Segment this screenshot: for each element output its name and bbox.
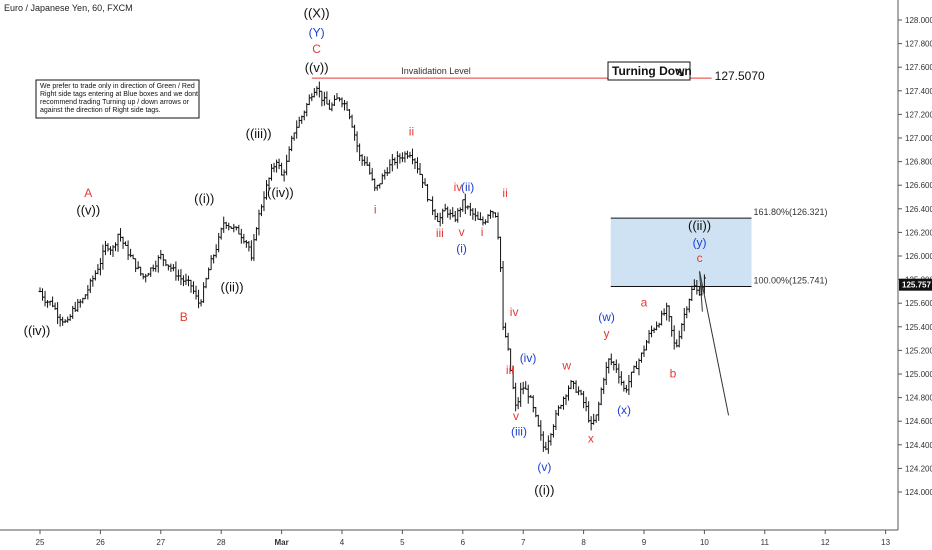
turning-down-label: Turning Down — [612, 64, 692, 78]
x-tick-label: 12 — [821, 538, 830, 547]
wave-label-black: ((i)) — [194, 191, 214, 206]
y-tick-label: 124.200 — [905, 464, 932, 473]
y-tick-label: 127.000 — [905, 134, 932, 143]
chart-title: Euro / Japanese Yen, 60, FXCM — [4, 3, 133, 13]
blue-box-zone — [610, 218, 752, 287]
fib-161-label: 161.80%(126.321) — [754, 207, 828, 217]
note-line-3: recommend trading Turning up / down arro… — [40, 99, 190, 106]
wave-label-red: B — [180, 310, 188, 324]
arrow-down-right-icon: ↘ — [675, 65, 685, 79]
wave-label-blue: (v) — [537, 460, 551, 474]
y-tick-label: 128.000 — [905, 16, 932, 25]
x-tick-label: 5 — [400, 538, 405, 547]
y-tick-label: 124.800 — [905, 394, 932, 403]
x-tick-label: 6 — [461, 538, 466, 547]
x-tick-label: 27 — [156, 538, 165, 547]
wave-label-blue: (ii) — [461, 180, 474, 194]
y-tick-label: 127.400 — [905, 87, 932, 96]
wave-label-black: ((iv)) — [24, 323, 51, 338]
y-tick-label: 124.600 — [905, 417, 932, 426]
x-tick-label: 7 — [521, 538, 526, 547]
wave-label-red: i — [481, 225, 484, 239]
wave-label-red: A — [84, 186, 92, 200]
wave-label-blue: (iv) — [520, 351, 537, 365]
y-tick-label: 125.200 — [905, 346, 932, 355]
wave-label-red: w — [561, 358, 571, 372]
wave-label-red: x — [588, 431, 594, 445]
wave-label-red: iii — [436, 226, 444, 240]
y-tick-label: 124.000 — [905, 488, 932, 497]
wave-label-black: ((iv)) — [267, 185, 294, 200]
x-tick-label: 9 — [642, 538, 647, 547]
y-tick-label: 125.600 — [905, 299, 932, 308]
wave-label-red: iii — [506, 363, 514, 377]
projection-line-up — [699, 271, 703, 312]
note-line-4: against the direction of Right side tags… — [40, 107, 161, 114]
invalidation-label: Invalidation Level — [401, 66, 471, 76]
note-line-2: Right side tags entering at Blue boxes a… — [40, 91, 198, 98]
y-tick-label: 126.600 — [905, 181, 932, 190]
y-tick-label: 126.400 — [905, 205, 932, 214]
last-price-tag: 125.757 — [899, 278, 932, 291]
wave-label-red: C — [312, 42, 321, 56]
wave-label-blue: (x) — [617, 403, 631, 417]
wave-label-black: ((i)) — [534, 482, 554, 497]
x-tick-label: 10 — [700, 538, 709, 547]
wave-label-black: ((X)) — [304, 6, 330, 21]
wave-label-black: ((v)) — [76, 203, 100, 218]
y-tick-label: 127.800 — [905, 40, 932, 49]
y-tick-label: 127.600 — [905, 63, 932, 72]
x-tick-label: Mar — [274, 538, 288, 547]
wave-label-red: ii — [502, 186, 507, 200]
last-price-label: 125.757 — [902, 281, 931, 290]
y-tick-label: 127.200 — [905, 110, 932, 119]
wave-label-black: ((ii)) — [688, 218, 711, 233]
y-tick-label: 125.000 — [905, 370, 932, 379]
price-bars — [38, 81, 730, 454]
wave-labels: ((iv)) A ((v)) B ((i)) ((ii)) ((iii)) ((iv)) ((X… — [24, 6, 711, 498]
x-tick-label: 8 — [581, 538, 586, 547]
invalidation-price: 127.5070 — [715, 69, 765, 83]
wave-label-blue: (w) — [598, 310, 615, 324]
wave-label-red: i — [374, 203, 377, 217]
y-tick-label: 126.800 — [905, 158, 932, 167]
wave-label-red: v — [513, 409, 519, 423]
wave-label-blue: (i) — [456, 241, 467, 255]
wave-label-black: ((v)) — [305, 60, 329, 75]
wave-label-red: v — [459, 225, 465, 239]
y-tick-label: 126.200 — [905, 228, 932, 237]
x-tick-label: 4 — [340, 538, 345, 547]
note-line-1: We prefer to trade only in direction of … — [40, 83, 195, 90]
x-tick-label: 26 — [96, 538, 105, 547]
wave-label-red: c — [697, 251, 703, 265]
wave-label-red: y — [604, 326, 610, 340]
y-tick-label: 124.400 — [905, 441, 932, 450]
y-tick-label: 125.400 — [905, 323, 932, 332]
wave-label-black: ((ii)) — [221, 279, 244, 294]
x-tick-label: 28 — [217, 538, 226, 547]
disclaimer-note: We prefer to trade only in direction of … — [35, 79, 200, 119]
wave-label-blue: (iii) — [511, 424, 527, 438]
fib-100-label: 100.00%(125.741) — [754, 276, 828, 286]
x-axis: 25262728Mar456789101112131415 — [36, 530, 891, 547]
wave-label-red: iv — [510, 305, 519, 319]
wave-label-red: ii — [409, 125, 414, 139]
x-tick-label: 25 — [36, 538, 45, 547]
wave-label-black: ((iii)) — [246, 126, 272, 141]
wave-label-blue: (y) — [693, 236, 707, 250]
turning-down-badge: Turning Down ↘ — [607, 61, 692, 81]
wave-label-red: a — [641, 296, 648, 310]
projection-line-down — [699, 271, 730, 416]
wave-label-blue: (Y) — [309, 26, 325, 40]
wave-label-red: b — [670, 367, 677, 381]
y-tick-label: 126.000 — [905, 252, 932, 261]
x-tick-label: 11 — [761, 538, 770, 547]
wave-label-red: iv — [454, 180, 463, 194]
x-tick-label: 13 — [881, 538, 890, 547]
